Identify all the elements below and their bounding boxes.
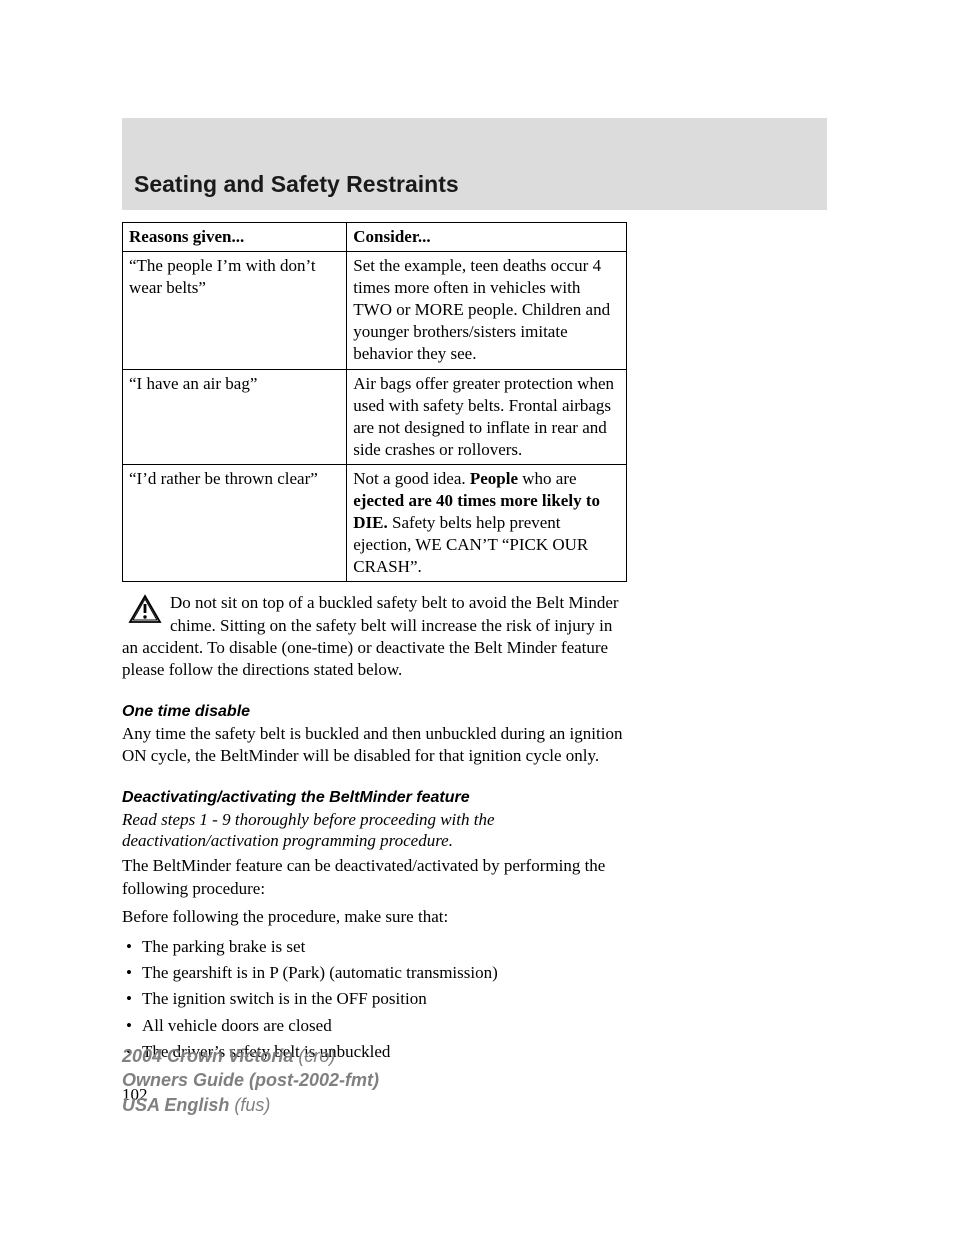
cell-reason: “The people I’m with don’t wear belts” xyxy=(123,252,347,369)
body-paragraph: Before following the procedure, make sur… xyxy=(122,906,627,928)
cell-consider: Air bags offer greater protection when u… xyxy=(347,369,627,464)
list-item: All vehicle doors are closed xyxy=(122,1013,627,1039)
body-paragraph: The BeltMinder feature can be deactivate… xyxy=(122,855,627,899)
footer-line: USA English (fus) xyxy=(122,1093,379,1117)
list-item: The parking brake is set xyxy=(122,934,627,960)
table-row: “I’d rather be thrown clear” Not a good … xyxy=(123,464,627,581)
text-span: who are xyxy=(518,469,577,488)
footer-light: (cro) xyxy=(298,1046,335,1066)
page-header: Seating and Safety Restraints xyxy=(122,118,827,210)
section-heading: One time disable xyxy=(122,703,627,721)
table-row: “I have an air bag” Air bags offer great… xyxy=(123,369,627,464)
page-content: Reasons given... Consider... “The people… xyxy=(122,222,627,1105)
table-row: “The people I’m with don’t wear belts” S… xyxy=(123,252,627,369)
text-span: Safety belts help prevent ejection, WE C… xyxy=(353,513,588,576)
text-bold: People xyxy=(470,469,518,488)
warning-text: Do not sit on top of a buckled safety be… xyxy=(122,593,619,678)
warning-triangle-icon xyxy=(128,594,162,624)
footer-bold: USA English xyxy=(122,1095,234,1115)
text-span: Not a good idea. xyxy=(353,469,470,488)
cell-consider: Set the example, teen deaths occur 4 tim… xyxy=(347,252,627,369)
section-heading: Deactivating/activating the BeltMinder f… xyxy=(122,789,627,807)
footer-line: 2004 Crown Victoria (cro) xyxy=(122,1044,379,1068)
footer-light: (fus) xyxy=(234,1095,270,1115)
footer-bold: Owners Guide (post-2002-fmt) xyxy=(122,1070,379,1090)
warning-block: Do not sit on top of a buckled safety be… xyxy=(122,592,627,680)
cell-reason: “I’d rather be thrown clear” xyxy=(123,464,347,581)
table-header-reasons: Reasons given... xyxy=(123,223,347,252)
list-item: The gearshift is in P (Park) (automatic … xyxy=(122,960,627,986)
body-paragraph: Any time the safety belt is buckled and … xyxy=(122,723,627,767)
list-item: The ignition switch is in the OFF positi… xyxy=(122,986,627,1012)
footer: 2004 Crown Victoria (cro) Owners Guide (… xyxy=(122,1044,379,1117)
cell-consider: Not a good idea. People who are ejected … xyxy=(347,464,627,581)
body-italic: Read steps 1 - 9 thoroughly before proce… xyxy=(122,809,627,852)
cell-reason: “I have an air bag” xyxy=(123,369,347,464)
reasons-table: Reasons given... Consider... “The people… xyxy=(122,222,627,582)
footer-line: Owners Guide (post-2002-fmt) xyxy=(122,1068,379,1092)
footer-bold: 2004 Crown Victoria xyxy=(122,1046,298,1066)
table-header-consider: Consider... xyxy=(347,223,627,252)
page-title: Seating and Safety Restraints xyxy=(134,171,459,198)
